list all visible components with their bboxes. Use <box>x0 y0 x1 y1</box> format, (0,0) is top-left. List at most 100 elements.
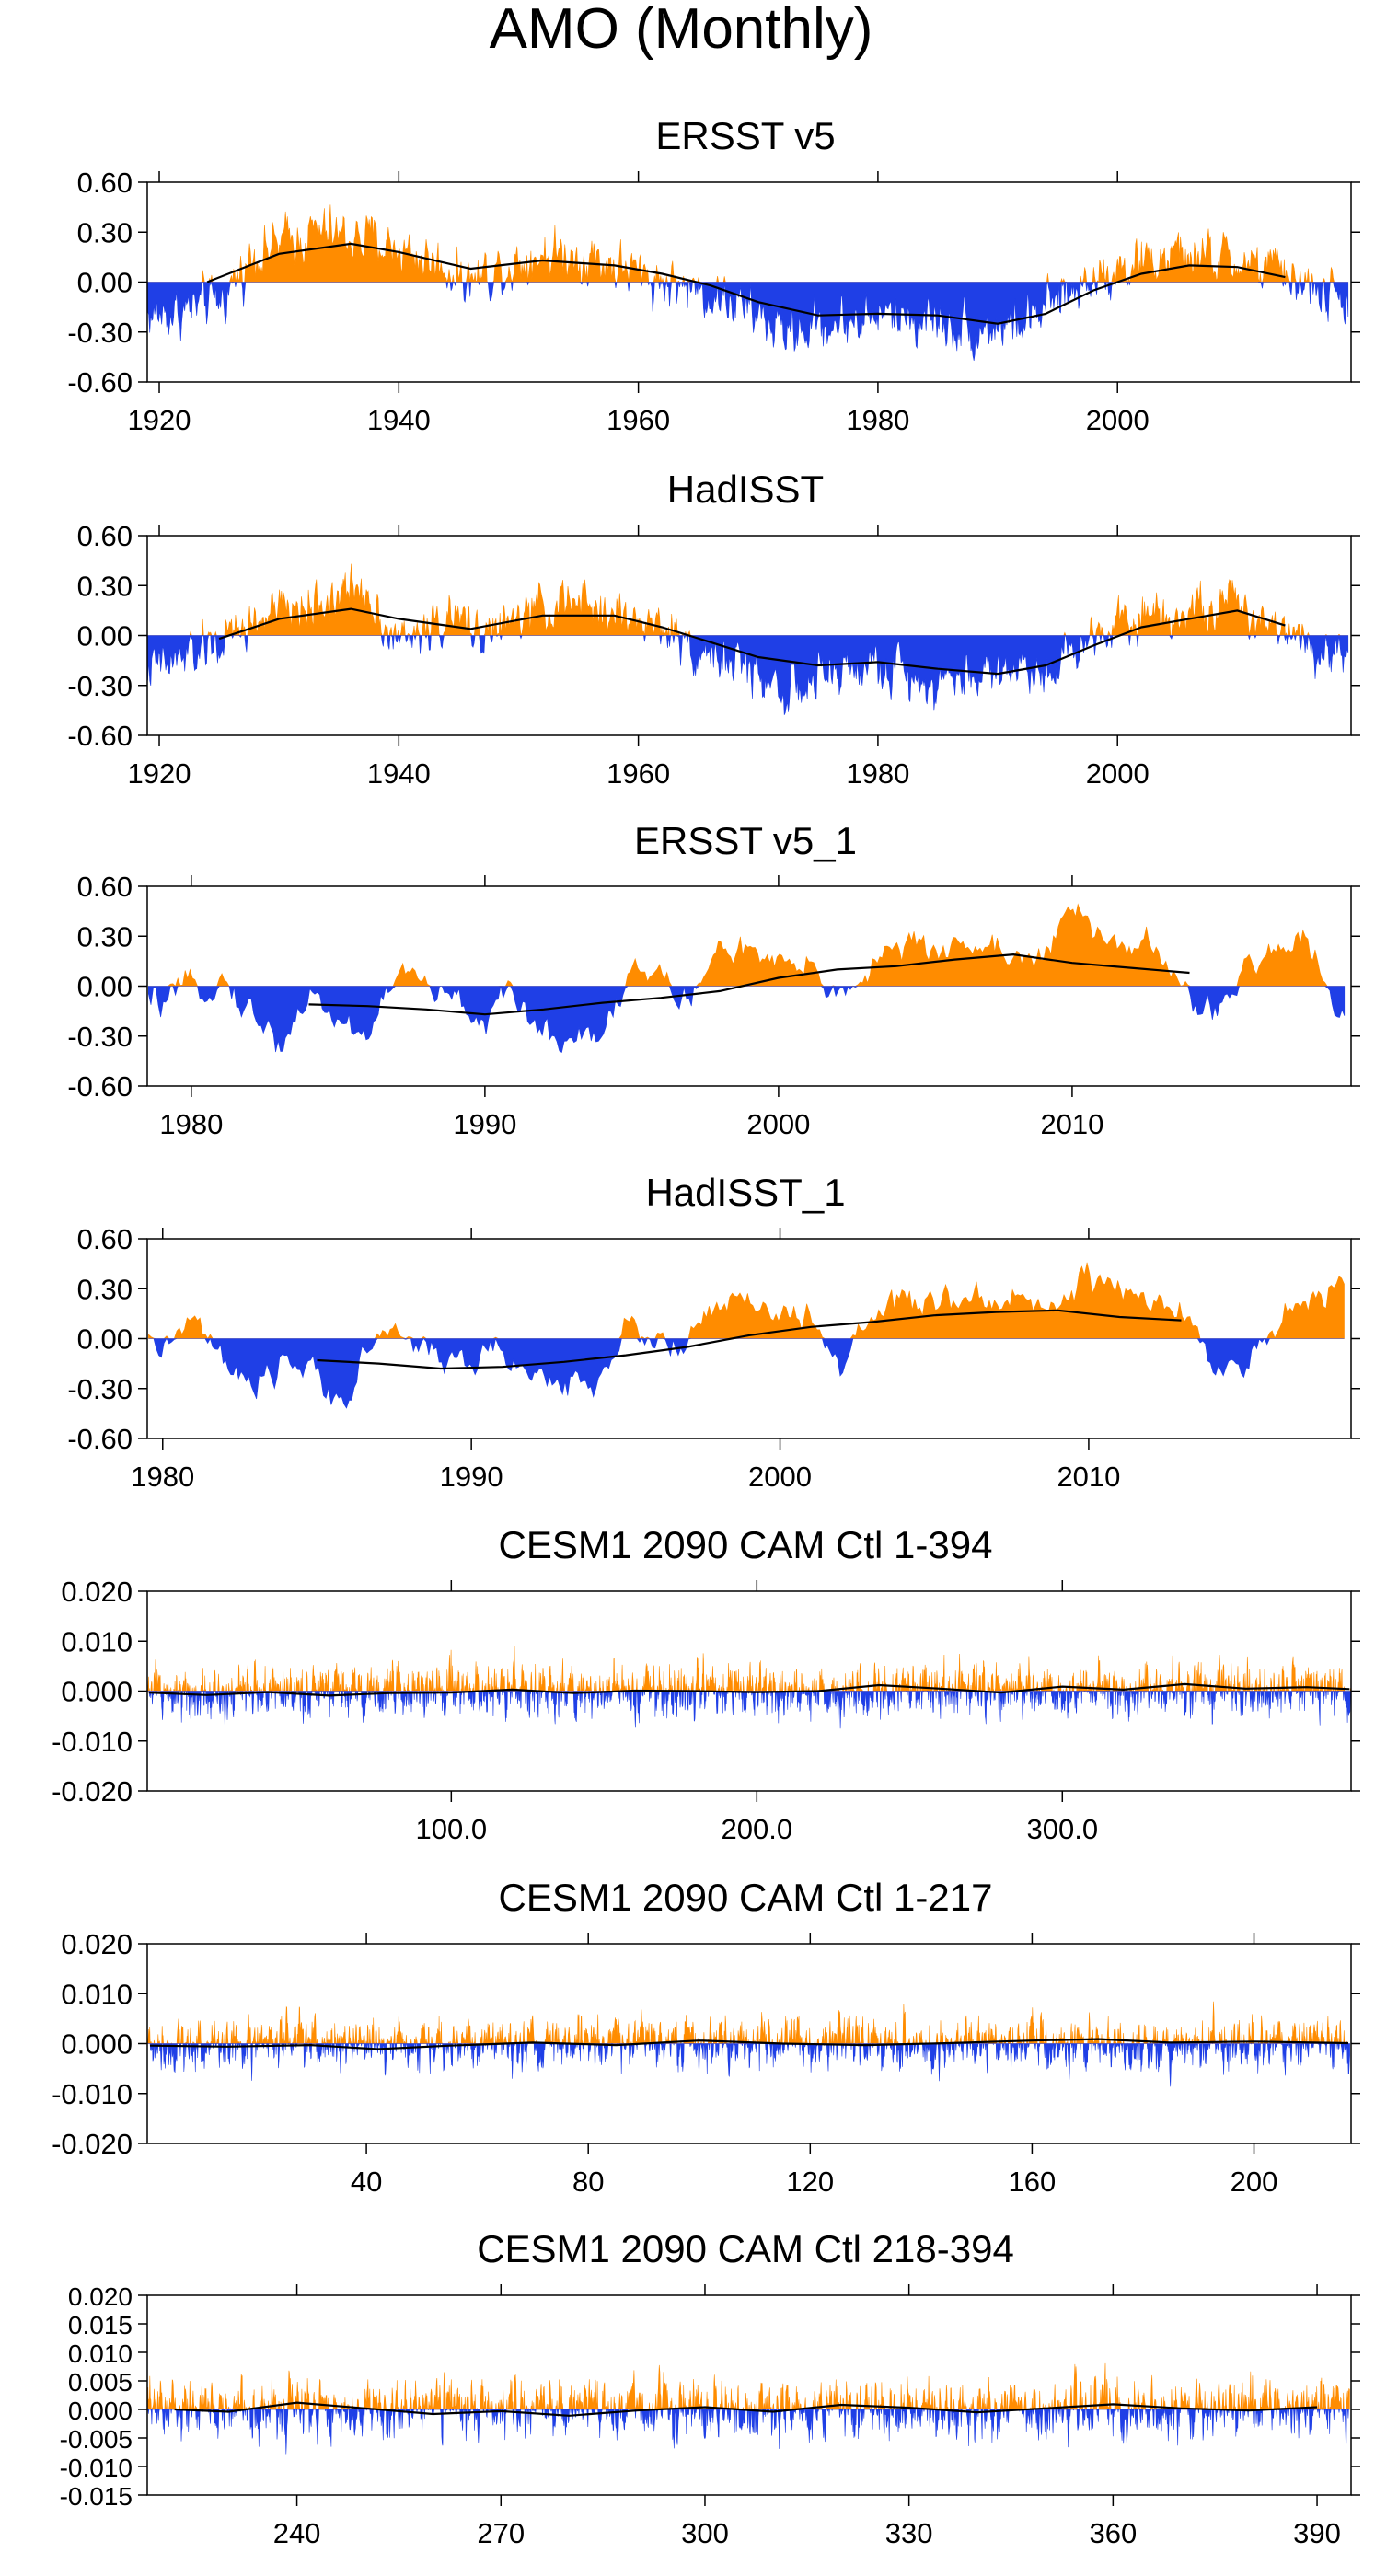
x-tick-label: 1960 <box>607 757 670 790</box>
panel-3: ERSST v5_1 0.60 0.30 0.00 -0.30 -0.60 1980 1990… <box>67 819 1360 1140</box>
y-tick-label: -0.015 <box>60 2482 133 2511</box>
smoothed-line <box>317 1309 1182 1370</box>
y-tick-label: 0.30 <box>77 216 133 248</box>
x-tick-label: 300 <box>681 2517 729 2549</box>
x-tick-label: 1980 <box>131 1461 194 1493</box>
panel-title: CESM1 2090 CAM Ctl 1-394 <box>499 1523 993 1566</box>
x-tick-label: 1940 <box>367 404 431 436</box>
x-tick-label: 120 <box>786 2166 834 2198</box>
x-tick-label: 1920 <box>128 757 191 790</box>
x-tick-label: 2000 <box>1086 757 1150 790</box>
y-tick-label: -0.005 <box>60 2425 133 2454</box>
y-tick-label: 0.000 <box>61 1676 133 1708</box>
panel-title: CESM1 2090 CAM Ctl 1-217 <box>499 1876 993 1919</box>
positive-anomaly-area <box>148 903 1345 988</box>
smoothed-line <box>308 953 1190 1016</box>
negative-anomaly-area <box>147 281 1349 362</box>
x-tick-label: 1920 <box>128 404 191 436</box>
y-tick-label: -0.60 <box>67 720 133 752</box>
y-tick-label: -0.010 <box>52 1726 133 1758</box>
panel-title: ERSST v5 <box>655 114 835 157</box>
y-tick-label: 0.30 <box>77 570 133 602</box>
y-tick-label: -0.020 <box>52 2128 133 2160</box>
y-tick-label: 0.00 <box>77 971 133 1003</box>
y-tick-label: 0.020 <box>61 1576 133 1608</box>
x-tick-label: 40 <box>351 2166 382 2198</box>
panel-title: HadISST <box>667 468 824 511</box>
y-tick-label: 0.00 <box>77 620 133 653</box>
positive-anomaly-area <box>147 563 1348 637</box>
panel-title: HadISST_1 <box>645 1171 845 1214</box>
x-tick-label: 1980 <box>846 757 909 790</box>
negative-anomaly-area <box>148 985 1346 1053</box>
smoothed-line <box>174 2401 1318 2417</box>
x-tick-label: 330 <box>885 2517 933 2549</box>
smoothed-line <box>148 1682 1350 1697</box>
y-tick-label: -0.020 <box>52 1775 133 1808</box>
negative-anomaly-area <box>147 1690 1351 1729</box>
panel-2: HadISST 0.60 0.30 0.00 -0.30 -0.60 1920 1940 196… <box>67 468 1360 790</box>
y-tick-label: 0.015 <box>68 2311 133 2339</box>
y-tick-label: 0.005 <box>68 2368 133 2397</box>
panel-5: CESM1 2090 CAM Ctl 1-394 0.020 0.010 0.000 -… <box>52 1523 1360 1845</box>
x-tick-label: 2010 <box>1057 1461 1120 1493</box>
negative-anomaly-area <box>147 634 1349 715</box>
x-tick-label: 360 <box>1089 2517 1137 2549</box>
x-tick-label: 240 <box>273 2517 321 2549</box>
x-tick-label: 160 <box>1009 2166 1057 2198</box>
positive-anomaly-area <box>147 2362 1350 2411</box>
x-tick-label: 270 <box>477 2517 525 2549</box>
panel-title: CESM1 2090 CAM Ctl 218-394 <box>477 2227 1014 2270</box>
figure-title: AMO (Monthly) <box>490 0 873 61</box>
y-tick-label: 0.010 <box>61 1625 133 1658</box>
panel-title: ERSST v5_1 <box>634 819 857 862</box>
y-tick-label: 0.020 <box>61 1928 133 1960</box>
y-tick-label: -0.010 <box>60 2454 133 2482</box>
negative-anomaly-area <box>148 1337 1345 1409</box>
y-tick-label: -0.60 <box>67 1070 133 1103</box>
panel-7: CESM1 2090 CAM Ctl 218-394 0.0200.0150.01… <box>60 2227 1360 2549</box>
x-tick-label: 2000 <box>1086 404 1150 436</box>
negative-anomaly-area <box>147 2408 1350 2455</box>
smoothed-line <box>206 242 1286 325</box>
y-tick-label: 0.60 <box>77 1223 133 1255</box>
y-tick-label: -0.30 <box>67 1021 133 1053</box>
panels: ERSST v5 0.60 0.30 0.00 -0.30 -0.60 1920 1940 19… <box>52 114 1360 2549</box>
y-tick-label: 0.010 <box>61 1978 133 2010</box>
y-tick-label: -0.60 <box>67 366 133 399</box>
y-tick-label: -0.30 <box>67 317 133 349</box>
x-tick-label: 1990 <box>453 1108 516 1140</box>
x-tick-label: 2000 <box>746 1108 810 1140</box>
panel-1: ERSST v5 0.60 0.30 0.00 -0.30 -0.60 1920 1940 19… <box>67 114 1360 436</box>
y-tick-label: -0.30 <box>67 1373 133 1405</box>
y-tick-label: -0.010 <box>52 2078 133 2110</box>
x-tick-label: 100.0 <box>416 1813 488 1845</box>
x-tick-label: 1980 <box>846 404 909 436</box>
x-tick-label: 200 <box>1231 2166 1278 2198</box>
positive-anomaly-area <box>148 1262 1345 1340</box>
y-tick-label: 0.60 <box>77 520 133 552</box>
y-tick-label: 0.000 <box>61 2028 133 2061</box>
smoothed-line <box>149 2038 1349 2050</box>
y-tick-label: 0.30 <box>77 920 133 953</box>
x-tick-label: 390 <box>1293 2517 1341 2549</box>
y-tick-label: 0.00 <box>77 1323 133 1356</box>
plot-frame <box>146 2294 1352 2496</box>
positive-anomaly-area <box>147 204 1348 283</box>
positive-anomaly-area <box>146 2001 1350 2045</box>
negative-anomaly-area <box>147 2042 1350 2087</box>
x-tick-label: 80 <box>572 2166 604 2198</box>
x-tick-label: 1980 <box>159 1108 223 1140</box>
y-tick-label: -0.60 <box>67 1423 133 1455</box>
y-tick-label: 0.010 <box>68 2339 133 2368</box>
y-tick-label: 0.60 <box>77 167 133 199</box>
positive-anomaly-area <box>146 1646 1351 1692</box>
x-tick-label: 2010 <box>1040 1108 1103 1140</box>
y-tick-label: 0.000 <box>68 2397 133 2425</box>
y-tick-label: 0.60 <box>77 871 133 903</box>
x-tick-label: 1940 <box>367 757 431 790</box>
y-tick-label: 0.30 <box>77 1273 133 1305</box>
y-tick-label: 0.020 <box>68 2282 133 2311</box>
panel-6: CESM1 2090 CAM Ctl 1-217 0.020 0.010 0.000 -… <box>52 1876 1360 2198</box>
